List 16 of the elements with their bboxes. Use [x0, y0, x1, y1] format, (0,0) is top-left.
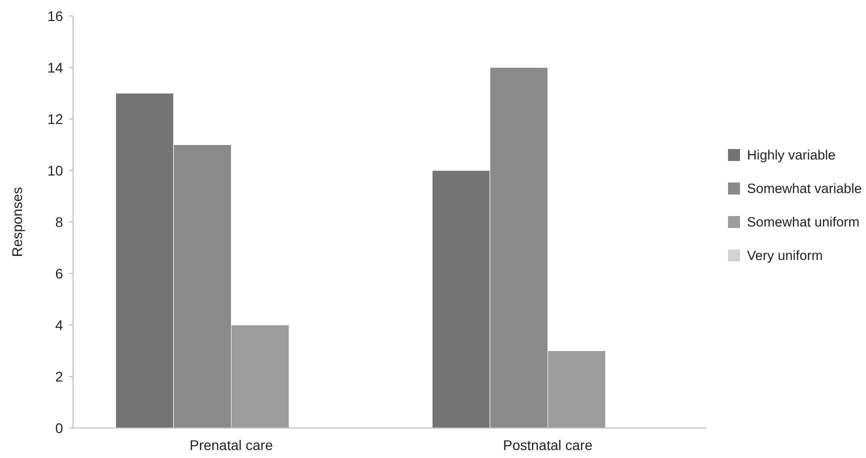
y-axis-title: Responses: [9, 186, 25, 258]
x-tick-label: Prenatal care: [190, 437, 274, 453]
y-tick-label: 0: [55, 420, 64, 436]
legend-label: Very uniform: [747, 248, 823, 264]
y-tick-label: 10: [47, 162, 64, 178]
y-tick-label: 4: [55, 316, 64, 333]
y-tick-label: 14: [47, 59, 64, 76]
y-tick-label: 2: [55, 368, 64, 384]
y-tick-label: 8: [55, 214, 64, 230]
legend-label: Highly variable: [747, 148, 836, 163]
x-tick-label: Postnatal care: [503, 437, 593, 453]
y-tick-label: 16: [47, 8, 64, 24]
y-tick-label: 12: [47, 110, 64, 127]
y-tick-label: 6: [55, 265, 64, 282]
legend-label: Somewhat variable: [747, 181, 862, 196]
legend-label: Somewhat uniform: [747, 214, 860, 230]
